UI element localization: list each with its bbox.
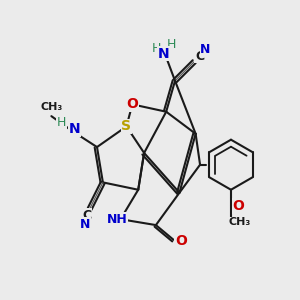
Text: CH₃: CH₃: [229, 217, 251, 227]
Text: O: O: [126, 98, 138, 111]
Text: N: N: [158, 47, 170, 61]
Text: H: H: [57, 116, 66, 128]
Text: O: O: [232, 199, 244, 213]
Text: C: C: [82, 209, 91, 222]
Text: NH: NH: [106, 213, 128, 226]
Text: N: N: [200, 43, 211, 56]
Text: O: O: [175, 234, 187, 248]
Text: N: N: [80, 218, 90, 231]
Text: C: C: [195, 50, 204, 63]
Text: CH₃: CH₃: [40, 102, 62, 112]
Text: N: N: [68, 122, 80, 136]
Text: S: S: [122, 119, 131, 134]
Text: H: H: [167, 38, 176, 50]
Text: H: H: [152, 42, 161, 55]
